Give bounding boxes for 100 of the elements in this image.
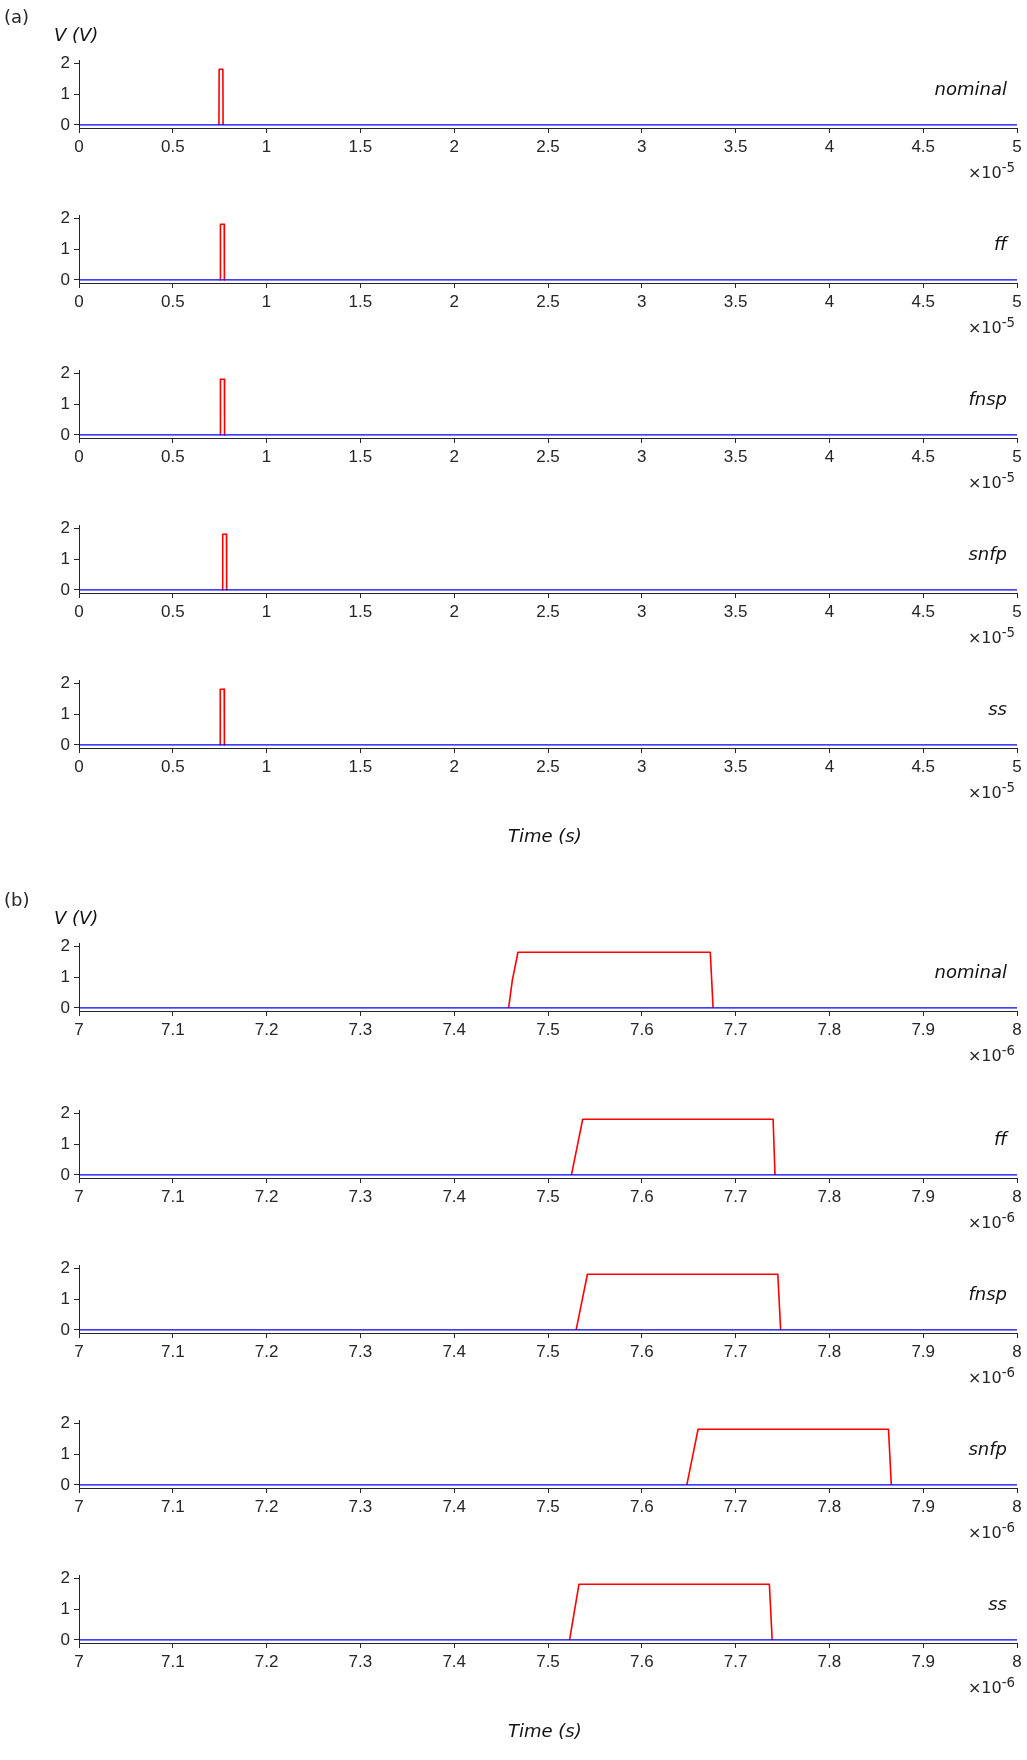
y-tick-label: 0 (60, 1629, 70, 1649)
x-tick-label: 7.9 (911, 1651, 936, 1671)
x-tick-label: 3 (637, 446, 647, 466)
x-tick-label: 3 (637, 136, 647, 156)
x-tick-label: 7.3 (348, 1651, 373, 1671)
x-tick-label: 8 (1012, 1186, 1022, 1206)
x-tick-label: 7.6 (629, 1019, 654, 1039)
x-tick-label: 1 (261, 756, 272, 776)
x-tick-label: 4.5 (911, 756, 936, 776)
text: ×10$^{-5}$ (967, 470, 1015, 493)
x-tick-label: 2.5 (536, 136, 560, 156)
text: ×10$^{-5}$ (967, 315, 1015, 338)
x-tick-label: 8 (1012, 1496, 1022, 1516)
x-tick-label: 4 (824, 136, 835, 156)
x-tick-label: 7 (74, 1019, 84, 1039)
y-tick-label: 1 (60, 238, 70, 258)
x-tick-label: 0.5 (160, 756, 185, 776)
x-tick-label: 7.1 (160, 1019, 185, 1039)
x-tick-label: 2 (449, 446, 459, 466)
text: ×10$^{-6}$ (967, 1365, 1015, 1388)
x-tick-label: 7.2 (254, 1341, 279, 1361)
x-tick-label: 7.7 (723, 1186, 748, 1206)
y-tick-label: 2 (60, 1412, 70, 1432)
text: ×10$^{-6}$ (967, 1675, 1015, 1698)
y-tick-label: 0 (60, 114, 70, 134)
x-tick-label: 3 (637, 291, 647, 311)
x-tick-label: 7.9 (911, 1019, 936, 1039)
y-tick-label: 1 (60, 1443, 70, 1463)
y-tick-label: 2 (60, 362, 70, 382)
x-tick-label: 3.5 (723, 291, 748, 311)
x-tick-label: 4 (824, 446, 835, 466)
x-tick-label: 2.5 (536, 756, 560, 776)
x-tick-label: 1.5 (348, 136, 373, 156)
x-tick-label: 0 (74, 601, 84, 621)
x-tick-label: 7.1 (160, 1651, 185, 1671)
x-tick-label: 4 (824, 601, 835, 621)
x-tick-label: 7.4 (442, 1186, 467, 1206)
x-tick-label: 0 (74, 136, 84, 156)
y-tick-label: 1 (60, 393, 70, 413)
x-tick-label: 7.2 (254, 1186, 279, 1206)
x-tick-label: 1 (261, 291, 272, 311)
x-tick-label: 7.1 (160, 1496, 185, 1516)
x-tick-label: 7.7 (723, 1341, 748, 1361)
x-tick-label: 7.5 (536, 1651, 560, 1671)
x-tick-label: 4 (824, 291, 835, 311)
x-tick-label: 5 (1012, 756, 1022, 776)
x-tick-label: 0.5 (160, 136, 185, 156)
x-tick-label: 7.3 (348, 1341, 373, 1361)
x-tick-label: 2 (449, 136, 459, 156)
annotation: ff (994, 1128, 1007, 1149)
y-tick-label: 1 (60, 83, 70, 103)
x-tick-label: 7.5 (536, 1496, 560, 1516)
y-tick-label: 0 (60, 734, 70, 754)
x-tick-label: 5 (1012, 136, 1022, 156)
y-tick-label: 0 (60, 269, 70, 289)
text: ×10$^{-5}$ (967, 625, 1015, 648)
y-tick-label: 2 (60, 207, 70, 227)
x-tick-label: 7 (74, 1651, 84, 1671)
x-tick-label: 4.5 (911, 601, 936, 621)
x-tick-label: 7.1 (160, 1186, 185, 1206)
y-tick-label: 2 (60, 1567, 70, 1587)
annotation: ff (994, 233, 1007, 254)
x-tick-label: 7.9 (911, 1496, 936, 1516)
x-tick-label: 7.3 (348, 1019, 373, 1039)
annotation: nominal (934, 78, 1007, 99)
x-tick-label: 1.5 (348, 291, 373, 311)
x-tick-label: 2.5 (536, 601, 560, 621)
x-tick-label: 7.1 (160, 1341, 185, 1361)
x-tick-label: 3.5 (723, 446, 748, 466)
y-tick-label: 2 (60, 1102, 70, 1122)
y-tick-label: 2 (60, 1257, 70, 1277)
y-tick-label: 0 (60, 1319, 70, 1339)
annotation: ss (988, 1593, 1007, 1614)
y-tick-label: 2 (60, 672, 70, 692)
x-tick-label: 7 (74, 1341, 84, 1361)
y-tick-label: 2 (60, 52, 70, 72)
x-tick-label: 2 (449, 601, 459, 621)
text: ×10$^{-5}$ (967, 780, 1015, 803)
x-tick-label: 7.2 (254, 1019, 279, 1039)
x-tick-label: 7.6 (629, 1341, 654, 1361)
x-tick-label: 7.6 (629, 1651, 654, 1671)
x-axis-title: Time (s) (508, 825, 582, 846)
x-tick-label: 3.5 (723, 756, 748, 776)
x-tick-label: 0 (74, 446, 84, 466)
annotation: snfp (968, 543, 1007, 564)
x-tick-label: 1.5 (348, 601, 373, 621)
y-tick-label: 2 (60, 935, 70, 955)
y-tick-label: 0 (60, 1164, 70, 1184)
x-tick-label: 3 (637, 756, 647, 776)
x-tick-label: 5 (1012, 291, 1022, 311)
x-tick-label: 2 (449, 291, 459, 311)
x-tick-label: 2.5 (536, 446, 560, 466)
x-tick-label: 2.5 (536, 291, 560, 311)
annotation: nominal (934, 961, 1007, 982)
x-tick-label: 7.4 (442, 1651, 467, 1671)
y-tick-label: 1 (60, 1133, 70, 1153)
y-tick-label: 0 (60, 579, 70, 599)
x-tick-label: 2 (449, 756, 459, 776)
x-tick-label: 7.8 (817, 1651, 842, 1671)
x-tick-label: 0 (74, 756, 84, 776)
